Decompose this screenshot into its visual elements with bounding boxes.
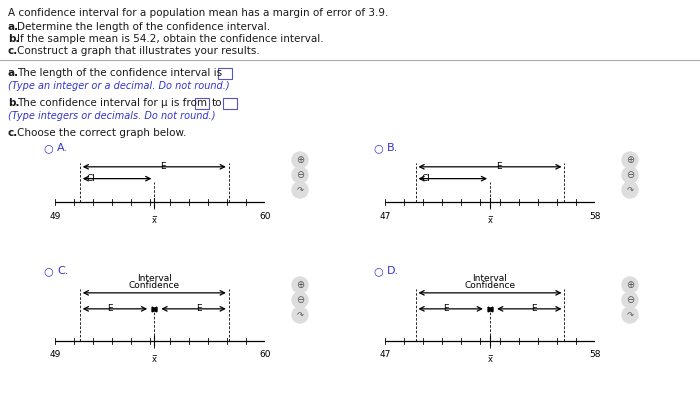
Text: ○: ○ (373, 266, 383, 276)
Text: b.: b. (8, 98, 20, 108)
Circle shape (292, 182, 308, 198)
Text: c.: c. (8, 46, 18, 56)
Text: Interval: Interval (136, 274, 172, 283)
Circle shape (622, 152, 638, 168)
Text: CI: CI (422, 174, 430, 183)
Text: ↷: ↷ (626, 310, 634, 320)
Text: E: E (531, 304, 537, 314)
Text: (Type an integer or a decimal. Do not round.): (Type an integer or a decimal. Do not ro… (8, 81, 230, 91)
Text: 60: 60 (259, 212, 271, 221)
Text: 60: 60 (259, 350, 271, 359)
Circle shape (622, 182, 638, 198)
Text: 47: 47 (379, 212, 391, 221)
Text: ○: ○ (373, 143, 383, 153)
Text: x̅: x̅ (487, 355, 493, 364)
Circle shape (292, 167, 308, 183)
Bar (223, 98, 237, 109)
Text: Interval: Interval (473, 274, 508, 283)
Circle shape (622, 307, 638, 323)
Text: CI: CI (86, 174, 95, 183)
Text: 58: 58 (589, 350, 601, 359)
Text: ⊕: ⊕ (296, 280, 304, 290)
Text: 49: 49 (49, 212, 61, 221)
Text: ⊕: ⊕ (296, 155, 304, 165)
Text: ⊕: ⊕ (626, 155, 634, 165)
Text: 49: 49 (49, 350, 61, 359)
Circle shape (292, 152, 308, 168)
Text: to: to (212, 98, 223, 108)
Text: ○: ○ (43, 143, 53, 153)
Bar (218, 68, 232, 79)
Text: a.: a. (8, 22, 19, 32)
Circle shape (292, 292, 308, 308)
Text: ⊖: ⊖ (296, 170, 304, 180)
Text: 58: 58 (589, 212, 601, 221)
Circle shape (292, 307, 308, 323)
Text: E: E (496, 162, 502, 171)
Circle shape (622, 277, 638, 293)
Text: ⊖: ⊖ (626, 170, 634, 180)
Text: 47: 47 (379, 350, 391, 359)
Circle shape (622, 167, 638, 183)
Text: a.: a. (8, 68, 19, 78)
Text: ↷: ↷ (297, 185, 304, 195)
Text: Construct a graph that illustrates your results.: Construct a graph that illustrates your … (17, 46, 260, 56)
Text: Determine the length of the confidence interval.: Determine the length of the confidence i… (17, 22, 270, 32)
Text: x̅: x̅ (487, 216, 493, 225)
Text: ⊖: ⊖ (626, 295, 634, 305)
Bar (195, 98, 209, 109)
Text: x̅: x̅ (152, 216, 157, 225)
Text: The confidence interval for μ is from: The confidence interval for μ is from (17, 98, 207, 108)
Text: E: E (443, 304, 449, 314)
Text: D.: D. (387, 266, 399, 276)
Text: ↷: ↷ (626, 185, 634, 195)
Text: ○: ○ (43, 266, 53, 276)
Text: B.: B. (387, 143, 398, 153)
Text: Confidence: Confidence (464, 281, 516, 290)
Text: b.: b. (8, 34, 20, 44)
Circle shape (292, 277, 308, 293)
Circle shape (622, 292, 638, 308)
Text: (Type integers or decimals. Do not round.): (Type integers or decimals. Do not round… (8, 111, 216, 121)
Text: The length of the confidence interval is: The length of the confidence interval is (17, 68, 222, 78)
Text: A confidence interval for a population mean has a margin of error of 3.9.: A confidence interval for a population m… (8, 8, 388, 18)
Text: E: E (160, 162, 166, 171)
Text: c.: c. (8, 128, 18, 138)
Text: ⊖: ⊖ (296, 295, 304, 305)
Text: If the sample mean is 54.2, obtain the confidence interval.: If the sample mean is 54.2, obtain the c… (17, 34, 323, 44)
Text: ⊕: ⊕ (626, 280, 634, 290)
Text: C.: C. (57, 266, 69, 276)
Text: x̅: x̅ (152, 355, 157, 364)
Text: ↷: ↷ (297, 310, 304, 320)
Text: Choose the correct graph below.: Choose the correct graph below. (17, 128, 186, 138)
Text: Confidence: Confidence (129, 281, 180, 290)
Text: E: E (107, 304, 113, 314)
Text: A.: A. (57, 143, 68, 153)
Text: E: E (196, 304, 202, 314)
